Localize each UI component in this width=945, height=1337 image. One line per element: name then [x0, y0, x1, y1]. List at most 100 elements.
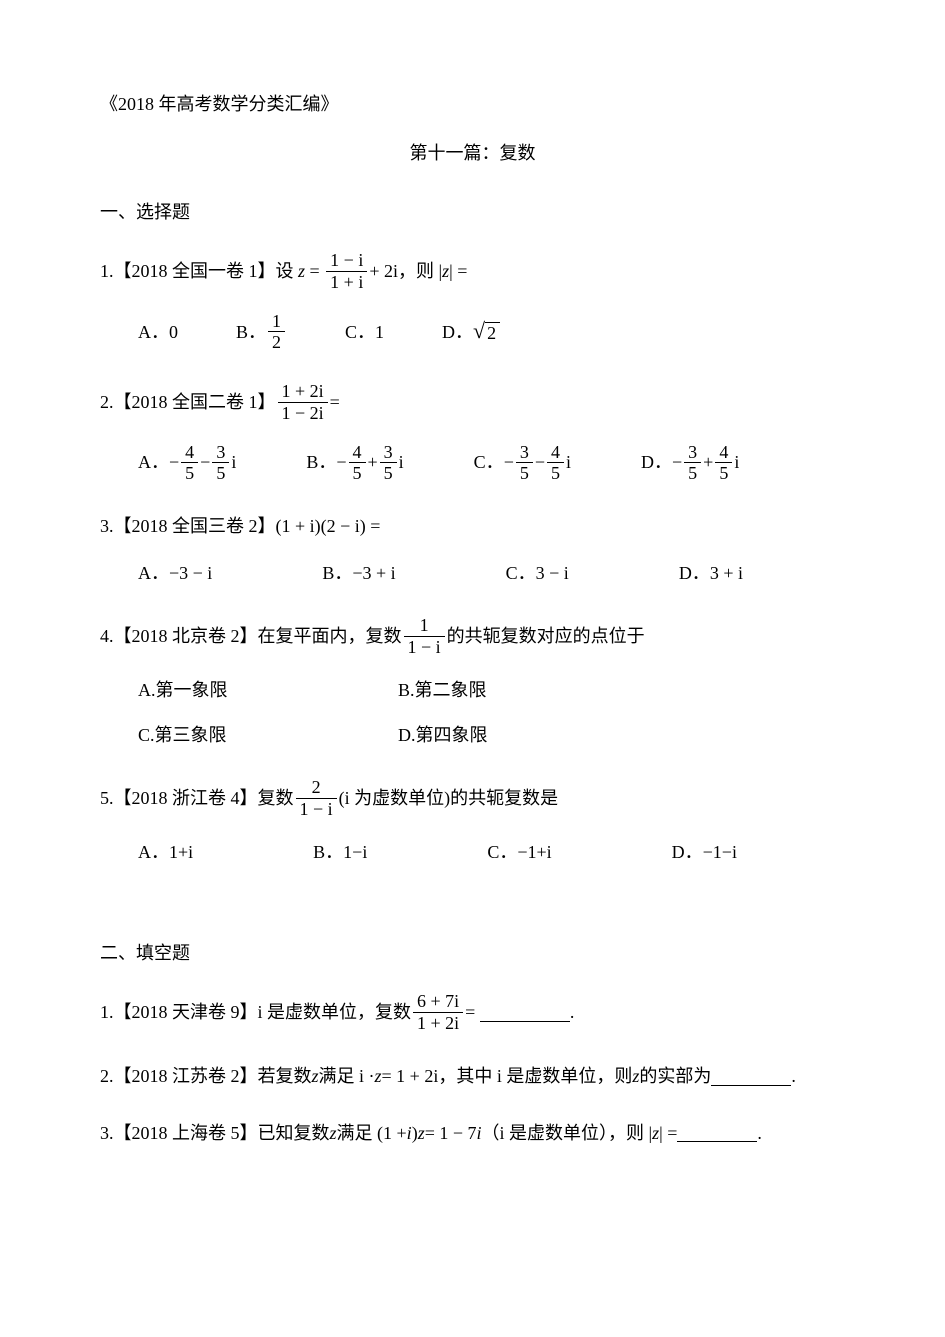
q1-b-num: 1 — [268, 311, 285, 333]
question-5: 5.【2018 浙江卷 4】复数 2 1 − i (i 为虚数单位)的共轭复数是… — [100, 777, 845, 866]
q2-a-op: − — [200, 448, 210, 477]
q1-zvar: z — [298, 257, 305, 286]
chapter-title: 第十一篇：复数 — [100, 139, 845, 168]
q2-b-label: B． — [306, 448, 336, 477]
fq2-z3: z — [632, 1062, 639, 1091]
q2-a-t1d: 5 — [181, 463, 198, 484]
fq2-z1: z — [312, 1062, 319, 1091]
q3-c-label: C． — [506, 559, 536, 588]
q2-d-i: i — [734, 448, 739, 477]
q1-option-c: C． 1 — [345, 318, 384, 347]
q2-d-t1d: 5 — [684, 463, 701, 484]
fq2-mid2: = 1 + 2i — [382, 1062, 439, 1091]
q3-expr: (1 + i)(2 − i) = — [276, 512, 381, 541]
q2-stem: 2.【2018 全国二卷 1】 1 + 2i 1 − 2i = — [100, 381, 845, 423]
q1-frac-num: 1 − i — [326, 250, 367, 272]
q2-frac-den: 1 − 2i — [278, 403, 328, 424]
q2-b-i: i — [399, 448, 404, 477]
fq3-blank — [677, 1123, 757, 1142]
q3-option-c: C． 3 − i — [506, 559, 569, 588]
q5-b-label: B． — [313, 838, 343, 867]
fq2-mid3: ，其中 i 是虚数单位，则 — [438, 1062, 632, 1091]
q1-b-label: B． — [236, 318, 266, 347]
q5-frac-num: 2 — [296, 777, 337, 799]
q3-option-a: A． −3 − i — [138, 559, 212, 588]
q5-prefix: 5.【2018 浙江卷 4】复数 — [100, 784, 294, 813]
question-3: 3.【2018 全国三卷 2】 (1 + i)(2 − i) = A． −3 −… — [100, 512, 845, 588]
fq3-z3: z — [652, 1119, 659, 1148]
q2-fraction: 1 + 2i 1 − 2i — [278, 381, 328, 423]
q4-option-a: A.第一象限 — [138, 676, 398, 705]
fq3-mid4: （i 是虚数单位），则 | — [482, 1119, 653, 1148]
q2-d-t2n: 4 — [715, 442, 732, 464]
q5-option-b: B． 1−i — [313, 838, 367, 867]
fq1-fraction: 6 + 7i 1 + 2i — [413, 991, 463, 1033]
q4-prefix: 4.【2018 北京卷 2】在复平面内，复数 — [100, 622, 402, 651]
radical-icon: √ — [473, 320, 485, 342]
q1-d-radicand: 2 — [485, 322, 500, 345]
q1-option-a: A． 0 — [138, 318, 178, 347]
q1-b-den: 2 — [268, 332, 285, 353]
q3-option-b: B． −3 + i — [322, 559, 395, 588]
fq1-stem: 1.【2018 天津卷 9】i 是虚数单位，复数 6 + 7i 1 + 2i =… — [100, 991, 845, 1033]
fill-question-2: 2.【2018 江苏卷 2】若复数 z 满足 i · z = 1 + 2i ，其… — [100, 1062, 845, 1091]
page: 《2018 年高考数学分类汇编》 第十一篇：复数 一、选择题 1.【2018 全… — [0, 0, 945, 1215]
q2-a-neg: − — [169, 448, 179, 477]
q2-options: A． − 45 − 35 i B． − 45 + 35 i C． − 35 − — [138, 442, 845, 484]
q5-options: A． 1+i B． 1−i C． −1+i D． −1−i — [138, 838, 845, 867]
fq3-mid3: = 1 − 7 — [425, 1119, 477, 1148]
q3-d-label: D． — [679, 559, 710, 588]
q4-option-d: D.第四象限 — [398, 721, 658, 750]
q4-frac-num: 1 — [404, 615, 445, 637]
q2-d-label: D． — [641, 448, 672, 477]
q4-frac-den: 1 − i — [404, 637, 445, 658]
fq2-z2: z — [375, 1062, 382, 1091]
fq3-mid1: 满足 (1 + — [337, 1119, 407, 1148]
q5-c-val: −1+i — [517, 838, 551, 867]
q1-a-val: 0 — [169, 318, 178, 347]
q2-option-b: B． − 45 + 35 i — [306, 442, 403, 484]
fq2-prefix: 2.【2018 江苏卷 2】若复数 — [100, 1062, 312, 1091]
fq1-period: . — [570, 998, 575, 1027]
q2-c-t2d: 5 — [547, 463, 564, 484]
fq1-prefix: 1.【2018 天津卷 9】i 是虚数单位，复数 — [100, 998, 411, 1027]
q3-stem: 3.【2018 全国三卷 2】 (1 + i)(2 − i) = — [100, 512, 845, 541]
q5-option-d: D． −1−i — [672, 838, 737, 867]
q1-options: A． 0 B． 1 2 C． 1 D． √ 2 — [138, 311, 845, 353]
q2-c-t1d: 5 — [516, 463, 533, 484]
q2-d-t1n: 3 — [684, 442, 701, 464]
fq3-stem: 3.【2018 上海卷 5】已知复数 z 满足 (1 + i ) z = 1 −… — [100, 1119, 845, 1148]
fq1-frac-den: 1 + 2i — [413, 1013, 463, 1034]
q5-option-c: C． −1+i — [487, 838, 551, 867]
q2-c-neg: − — [504, 448, 514, 477]
section-gap — [100, 895, 845, 929]
q2-c-label: C． — [474, 448, 504, 477]
fq2-mid1: 满足 i · — [319, 1062, 375, 1091]
q2-eq: = — [330, 388, 340, 417]
q5-stem: 5.【2018 浙江卷 4】复数 2 1 − i (i 为虚数单位)的共轭复数是 — [100, 777, 845, 819]
q3-d-val: 3 + i — [710, 559, 743, 588]
q3-prefix: 3.【2018 全国三卷 2】 — [100, 512, 276, 541]
document-title: 《2018 年高考数学分类汇编》 — [100, 90, 845, 119]
q5-d-val: −1−i — [703, 838, 737, 867]
q2-a-t1n: 4 — [181, 442, 198, 464]
q3-options: A． −3 − i B． −3 + i C． 3 − i D． 3 + i — [138, 559, 845, 588]
q5-a-val: 1+i — [169, 838, 193, 867]
question-1: 1.【2018 全国一卷 1】设 z = 1 − i 1 + i + 2i ，则… — [100, 250, 845, 353]
fq2-stem: 2.【2018 江苏卷 2】若复数 z 满足 i · z = 1 + 2i ，其… — [100, 1062, 845, 1091]
fill-question-3: 3.【2018 上海卷 5】已知复数 z 满足 (1 + i ) z = 1 −… — [100, 1119, 845, 1148]
fq2-mid4: 的实部为 — [639, 1062, 711, 1091]
q2-c-op: − — [535, 448, 545, 477]
fq3-mid5: | = — [659, 1119, 677, 1148]
q3-a-val: −3 − i — [169, 559, 212, 588]
q1-option-b: B． 1 2 — [236, 311, 287, 353]
q1-fraction: 1 − i 1 + i — [326, 250, 367, 292]
q1-option-d: D． √ 2 — [442, 318, 500, 347]
q1-prefix: 1.【2018 全国一卷 1】设 — [100, 257, 294, 286]
q1-c-label: C． — [345, 318, 375, 347]
q5-mid: (i 为虚数单位)的共轭复数是 — [339, 784, 559, 813]
q2-b-t2d: 5 — [380, 463, 397, 484]
q2-option-a: A． − 45 − 35 i — [138, 442, 236, 484]
q2-d-op: + — [703, 448, 713, 477]
q2-c-t2n: 4 — [547, 442, 564, 464]
